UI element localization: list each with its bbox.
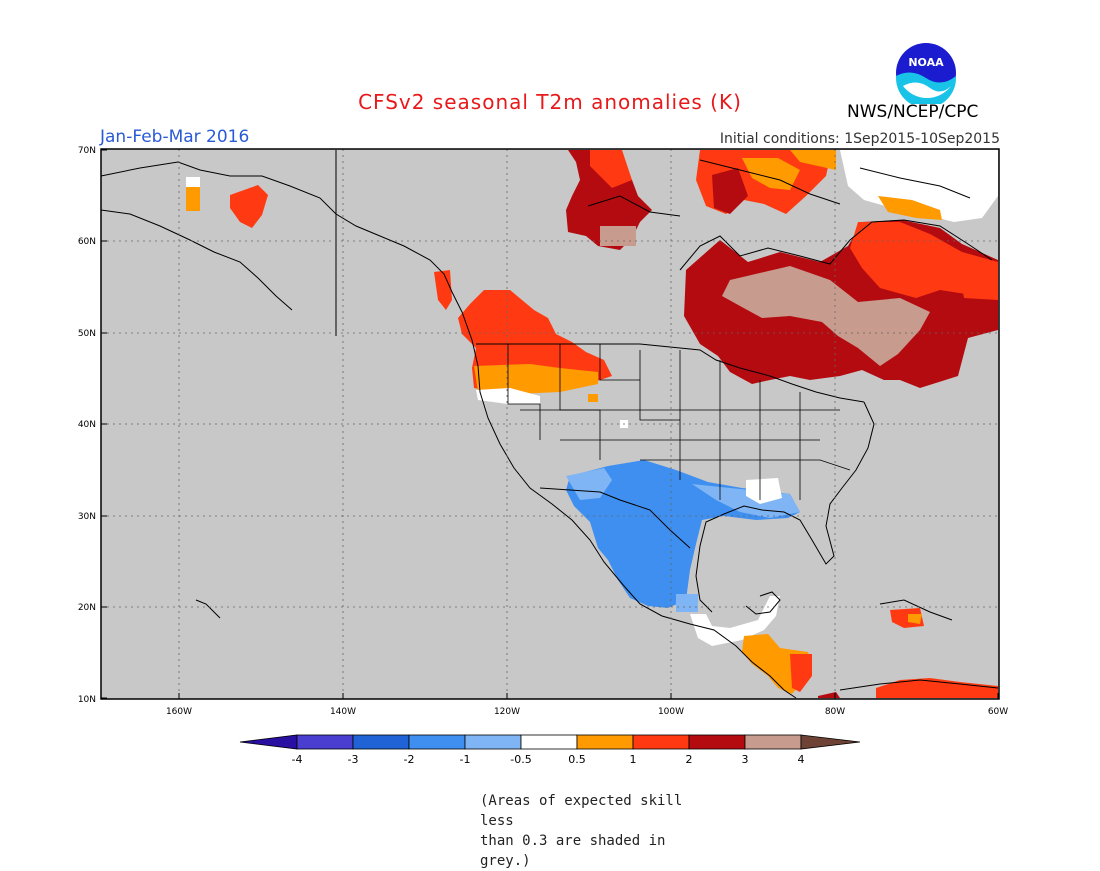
anomaly-patches [186,150,998,698]
colorbar-tick-label: -0.5 [510,753,531,766]
colorbar-tick-label: -3 [348,753,359,766]
footnote-line: (Areas of expected skill less [480,793,683,829]
colorbar-cell [296,734,354,750]
colorbar-cells [239,734,861,750]
colorbar-cell [632,734,690,750]
colorbar-tick-label: -1 [460,753,471,766]
footnote: (Areas of expected skill less than 0.3 a… [480,791,720,871]
colorbar-tick-label: 0.5 [568,753,586,766]
colorbar-tick-label: 4 [798,753,805,766]
forecast-period: Jan-Feb-Mar 2016 [100,127,250,147]
colorbar-tick-label: 3 [742,753,749,766]
lon-label: 60W [988,707,1008,717]
colorbar-cell [464,734,522,750]
logo-lettering: NOAA [908,56,944,69]
colorbar-cell [688,734,746,750]
lat-label: 50N [78,329,96,339]
colorbar-cell [352,734,410,750]
lon-label: 80W [825,707,845,717]
longitude-labels: 160W 140W 120W 100W 80W 60W [166,707,1008,717]
colorbar-arrow-low [239,734,298,750]
anomaly-map: 70N 60N 50N 40N 30N 20N 10N 160W 140W 12… [78,146,1008,717]
colorbar-cell [520,734,578,750]
colorbar-arrow-high [800,734,861,750]
lat-label: 60N [78,237,96,247]
colorbar-tick-labels: -4 -3 -2 -1 -0.5 0.5 1 2 3 4 [292,753,805,766]
axis-ticks [101,149,999,699]
footnote-line: than 0.3 are shaded in grey.) [480,833,666,869]
colorbar-tick-label: 2 [686,753,693,766]
noaa-logo-icon: NOAA [896,43,956,104]
colorbar: -4 -3 -2 -1 -0.5 0.5 1 2 3 4 [239,734,861,766]
lat-label: 30N [78,512,96,522]
coastlines [100,150,999,699]
colorbar-tick-label: -4 [292,753,303,766]
lat-label: 10N [78,695,96,705]
state-borders [507,344,851,500]
colorbar-tick-label: -2 [404,753,415,766]
agency-label: NWS/NCEP/CPC [847,102,979,122]
lat-label: 20N [78,603,96,613]
colorbar-cell [576,734,634,750]
lon-label: 140W [330,707,356,717]
lon-label: 160W [166,707,192,717]
lat-label: 40N [78,420,96,430]
graticule [101,149,999,699]
lon-label: 100W [658,707,684,717]
colorbar-tick-label: 1 [630,753,637,766]
initial-conditions: Initial conditions: 1Sep2015-10Sep2015 [719,131,1000,147]
lon-label: 120W [494,707,520,717]
latitude-labels: 70N 60N 50N 40N 30N 20N 10N [78,146,96,705]
colorbar-cell [744,734,802,750]
colorbar-cell [408,734,466,750]
map-title: CFSv2 seasonal T2m anomalies (K) [358,90,742,114]
lat-label: 70N [78,146,96,156]
